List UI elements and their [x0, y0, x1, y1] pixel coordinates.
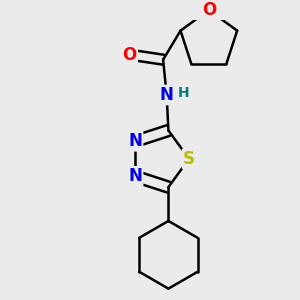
Text: N: N — [160, 86, 174, 104]
Text: O: O — [202, 1, 216, 19]
Text: O: O — [122, 46, 137, 64]
Text: N: N — [128, 167, 142, 185]
Text: S: S — [183, 150, 195, 168]
Text: N: N — [128, 132, 142, 150]
Text: H: H — [177, 86, 189, 100]
